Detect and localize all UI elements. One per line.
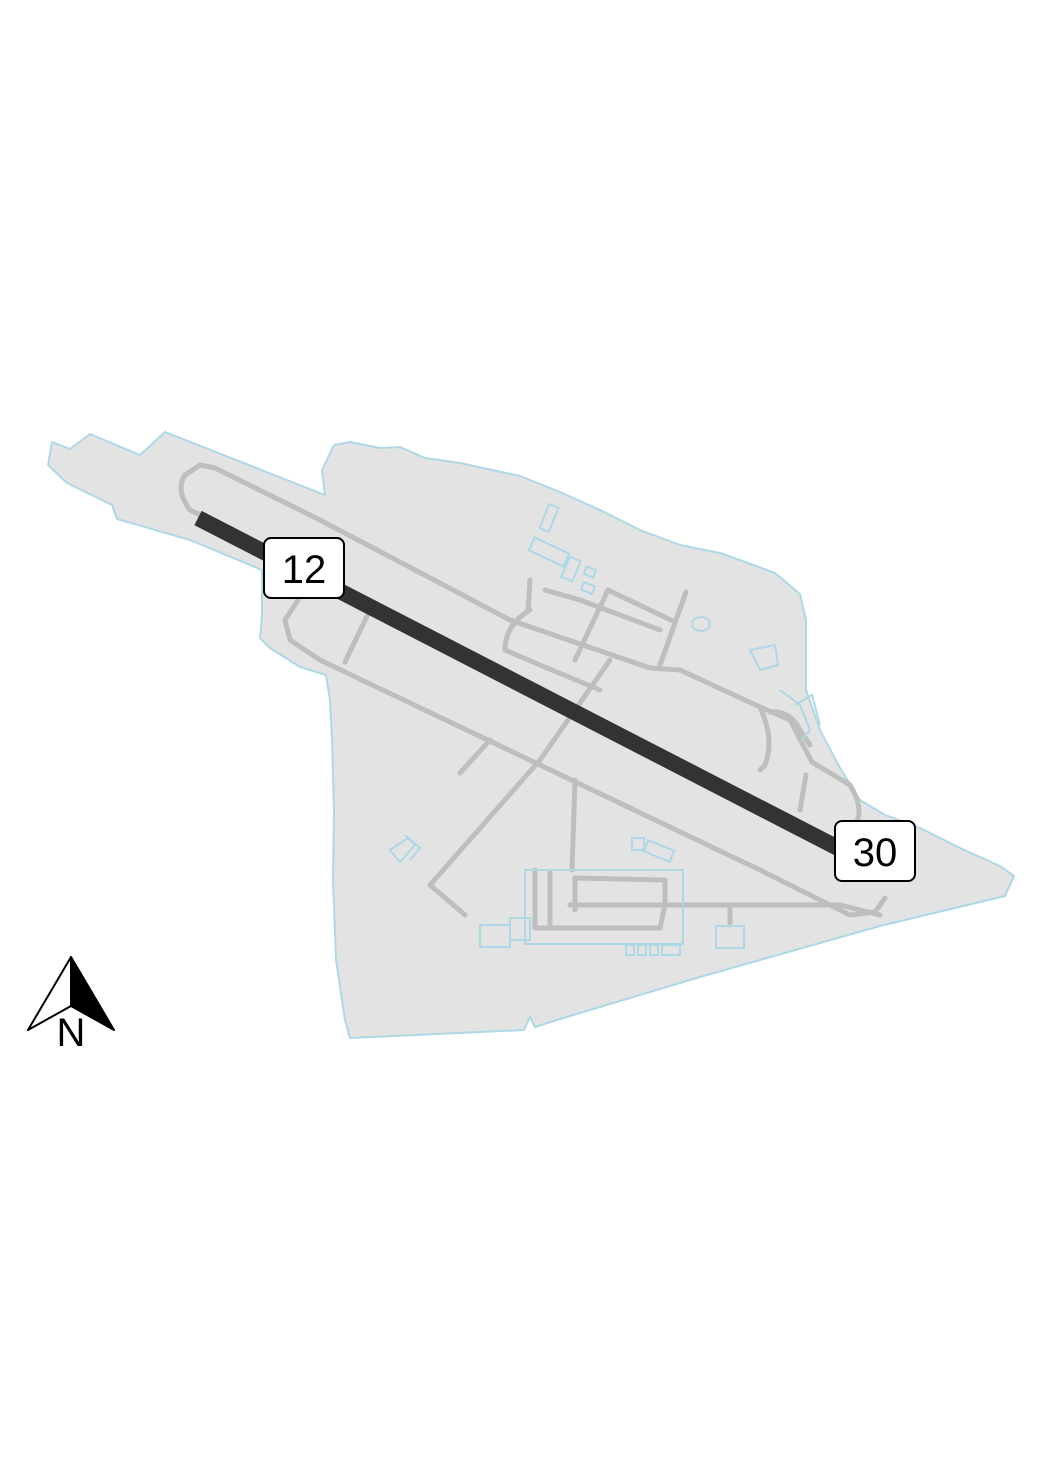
building-4 xyxy=(582,565,598,579)
taxiway-east-loop xyxy=(757,704,772,773)
taxiway-diagonal xyxy=(657,589,689,668)
taxiway-connector-3 xyxy=(502,607,603,693)
building-1 xyxy=(527,536,571,568)
building-east-3 xyxy=(794,693,821,726)
building-5 xyxy=(579,580,597,596)
taxiway-west-stub xyxy=(457,737,493,776)
taxiway-connector-1 xyxy=(342,607,373,665)
airport-boundary xyxy=(47,431,1015,1039)
taxiway-western-loop xyxy=(178,472,203,518)
runway-end-label-30: 30 xyxy=(834,820,916,882)
building-west xyxy=(388,836,417,864)
south-apron xyxy=(532,867,668,931)
taxiway-apron-link xyxy=(569,777,578,873)
building-3 xyxy=(560,555,582,583)
north-arrow-icon: N xyxy=(27,956,115,1055)
building-small-1 xyxy=(625,944,635,956)
building-2 xyxy=(538,502,560,534)
runway-label-text-12: 12 xyxy=(282,548,327,592)
runway-end-label-12: 12 xyxy=(263,537,345,599)
building-west-2 xyxy=(404,834,422,861)
building-east-2 xyxy=(779,689,812,741)
building-south-east xyxy=(715,925,745,949)
building-small-4 xyxy=(661,944,681,956)
taxiway-connector-2 xyxy=(542,587,663,633)
runway-label-box-12 xyxy=(263,537,345,599)
pond xyxy=(691,616,711,632)
taxiway-north-ramp xyxy=(525,577,533,613)
parallel-taxiway-north xyxy=(182,462,763,710)
building-small-2 xyxy=(637,944,647,956)
taxiway-north-stub xyxy=(572,587,611,663)
apron-south-outline xyxy=(524,869,684,945)
taxiway-east-stub xyxy=(797,772,809,813)
taxiway-cross xyxy=(605,587,678,625)
north-arrow-letter: N xyxy=(57,1011,86,1055)
building-south-west-2 xyxy=(509,917,531,941)
runway-label-box-30 xyxy=(834,820,916,882)
taxiway-south-apron xyxy=(567,902,883,918)
north-arrow-right-half xyxy=(70,956,115,1031)
runway-label-text-30: 30 xyxy=(853,831,898,875)
building-south-1 xyxy=(631,837,645,851)
building-east-1 xyxy=(748,643,780,672)
building-small-3 xyxy=(649,944,659,956)
building-south-2 xyxy=(642,838,676,864)
buildings xyxy=(388,502,821,956)
taxiway-ramp-east xyxy=(767,709,813,748)
